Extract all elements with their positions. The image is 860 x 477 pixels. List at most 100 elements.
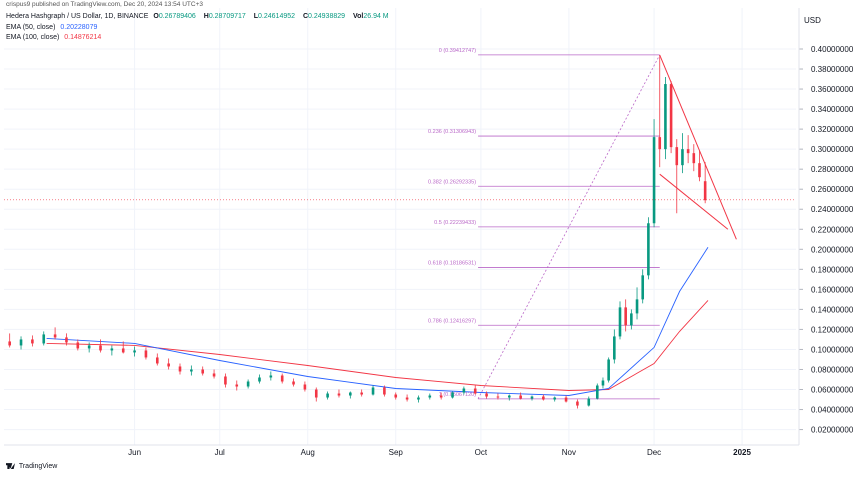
- y-tick-label: 0.40000000: [811, 45, 854, 54]
- candle-body: [576, 401, 579, 406]
- candle-body: [530, 396, 534, 399]
- tv-logo-icon: [6, 463, 15, 470]
- chart-grid: [4, 8, 796, 445]
- candle-body: [595, 385, 599, 399]
- fib-level-label: 1 (0.05067120): [439, 392, 476, 398]
- y-tick-label: 0.30000000: [811, 145, 854, 154]
- published-by-text: crispus9 published on TradingView.com, D…: [6, 1, 203, 8]
- candle-body: [473, 388, 477, 394]
- x-tick-label: Aug: [301, 448, 315, 457]
- candle-body: [686, 149, 690, 154]
- candle-body: [19, 339, 23, 346]
- ema100-legend[interactable]: EMA (100, close) 0.14876214: [6, 34, 104, 41]
- falling-wedge: [659, 54, 737, 240]
- candle-body: [303, 384, 307, 390]
- candle-body: [190, 369, 193, 372]
- y-tick-label: 0.14000000: [811, 305, 854, 314]
- price-axis: 0.02000000 0.04000000 0.06000000 0.08000000…: [798, 8, 854, 445]
- candle-body: [269, 375, 273, 378]
- candle-body: [212, 373, 216, 377]
- candle-body: [235, 384, 239, 387]
- candle-body: [31, 339, 34, 344]
- candle-body: [167, 363, 170, 367]
- fib-level-label: 0.382 (0.26292335): [428, 179, 476, 185]
- candle-body: [553, 397, 557, 400]
- candle-body: [133, 350, 136, 353]
- candle-body: [462, 388, 466, 393]
- y-tick-label: 0.10000000: [811, 345, 854, 354]
- candle-body: [692, 153, 696, 164]
- time-axis: Jun Jul Aug Sep Oct Nov Dec 2025: [4, 444, 799, 457]
- candle-body: [326, 393, 329, 398]
- candlestick-series: [8, 55, 707, 409]
- candle-body: [394, 394, 398, 398]
- candle-body: [439, 395, 443, 398]
- candle-body: [8, 341, 11, 346]
- ema100-line: [46, 300, 709, 391]
- candle-body: [53, 334, 57, 338]
- candle-body: [635, 299, 639, 314]
- candle-body: [428, 395, 432, 398]
- candle-body: [618, 307, 622, 337]
- candle-body: [607, 359, 610, 381]
- wedge-upper-line: [659, 54, 737, 240]
- symbol-name: Hedera Hashgraph / US Dollar, 1D, BINANC…: [6, 13, 149, 20]
- currency-label: USD: [804, 16, 821, 25]
- ohlc-low: L0.24614952: [253, 13, 296, 20]
- candle-body: [519, 395, 522, 399]
- candle-body: [451, 392, 454, 398]
- y-tick-label: 0.02000000: [811, 426, 854, 435]
- x-tick-label: Nov: [562, 448, 576, 457]
- ohlc-close: C0.24938829: [302, 13, 346, 20]
- candle-body: [587, 398, 591, 406]
- fib-level-label: 0.786 (0.12416297): [428, 318, 476, 324]
- candle-body: [664, 84, 667, 150]
- candle-body: [371, 387, 375, 395]
- x-tick-label: 2025: [733, 448, 751, 457]
- ema100-value: 0.14876214: [64, 34, 102, 41]
- volume: Vol26.94 M: [352, 13, 389, 20]
- ema50-line: [46, 247, 709, 396]
- candle-body: [383, 387, 386, 395]
- candle-body: [292, 381, 295, 385]
- ema50-legend[interactable]: EMA (50, close) 0.20228079: [6, 24, 100, 31]
- y-tick-label: 0.06000000: [811, 386, 854, 395]
- ohlc-high: H0.28709717: [203, 13, 246, 20]
- candle-body: [652, 137, 656, 224]
- candle-body: [641, 275, 645, 300]
- ohlc-open: O0.26789406: [153, 13, 196, 20]
- candle-body: [99, 345, 102, 351]
- fib-level-label: 0 (0.39412747): [439, 48, 476, 54]
- candle-body: [564, 397, 568, 402]
- candle-body: [681, 149, 684, 166]
- y-tick-label: 0.38000000: [811, 65, 854, 74]
- candle-body: [669, 84, 673, 148]
- candle-body: [121, 348, 125, 353]
- wedge-lower-line: [659, 173, 729, 230]
- tv-logo-text: TradingView: [18, 463, 58, 470]
- fib-level-label: 0.236 (0.31306943): [428, 129, 476, 135]
- candle-body: [155, 357, 159, 364]
- y-tick-label: 0.16000000: [811, 285, 854, 294]
- candle-body: [485, 393, 488, 397]
- symbol-legend: Hedera Hashgraph / US Dollar, 1D, BINANC…: [6, 13, 395, 20]
- x-tick-label: Jun: [128, 448, 141, 457]
- candle-body: [337, 393, 341, 396]
- fib-level-label: 0.618 (0.18186531): [428, 260, 476, 266]
- fibonacci-retracement: 0 (0.39412747) 0.236 (0.31306943) 0.382 (0…: [428, 48, 661, 400]
- candle-body: [658, 137, 662, 150]
- candle-body: [178, 366, 182, 372]
- candle-body: [42, 334, 46, 344]
- y-tick-label: 0.22000000: [811, 225, 854, 234]
- candle-body: [630, 313, 633, 326]
- y-tick-label: 0.28000000: [811, 165, 854, 174]
- candle-body: [360, 392, 363, 395]
- ema50-label: EMA (50, close): [6, 24, 56, 31]
- ema50-value: 0.20228079: [60, 24, 98, 31]
- y-tick-label: 0.32000000: [811, 125, 854, 134]
- tradingview-logo[interactable]: TradingView: [6, 463, 60, 470]
- candle-body: [703, 181, 707, 201]
- x-tick-label: Jul: [215, 448, 225, 457]
- candle-body: [144, 350, 148, 358]
